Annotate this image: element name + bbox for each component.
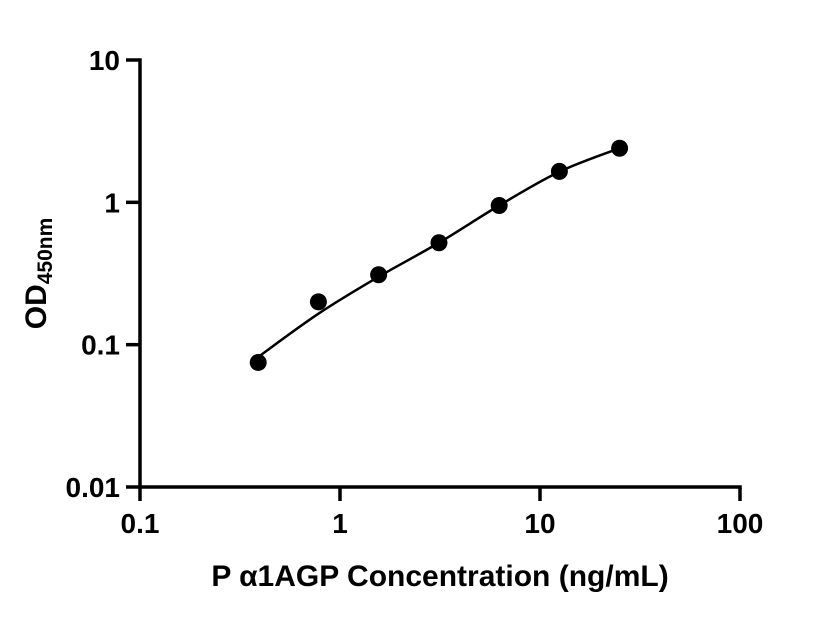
x-tick-label: 1 — [332, 508, 348, 539]
data-point — [611, 139, 629, 157]
x-tick-label: 0.1 — [121, 508, 160, 539]
y-tick-label: 0.1 — [81, 330, 120, 361]
y-tick-label: 0.01 — [66, 472, 121, 503]
x-tick-label: 10 — [524, 508, 555, 539]
data-point — [490, 197, 508, 215]
data-point — [550, 162, 568, 180]
data-point — [370, 266, 388, 284]
y-tick-label: 10 — [89, 45, 120, 76]
data-point — [430, 234, 448, 252]
x-tick-label: 100 — [717, 508, 764, 539]
y-tick-label: 1 — [104, 187, 120, 218]
data-point — [249, 353, 267, 371]
y-axis-title: OD450nm — [20, 218, 57, 330]
x-axis-title: P α1AGP Concentration (ng/mL) — [211, 560, 668, 593]
data-point — [309, 293, 327, 311]
